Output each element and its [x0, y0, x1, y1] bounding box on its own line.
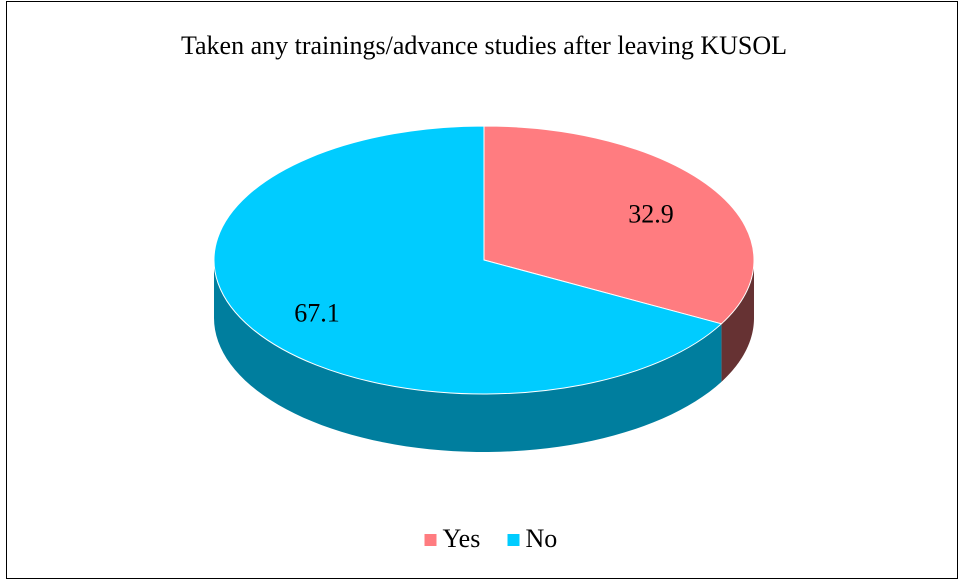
data-label: 32.9	[628, 200, 674, 229]
pie-slice	[213, 125, 723, 395]
pie-side	[214, 260, 722, 452]
legend-swatch	[507, 534, 520, 546]
legend-swatch	[424, 534, 437, 546]
chart-title: Taken any trainings/advance studies afte…	[181, 31, 787, 60]
pie-slice	[483, 125, 755, 325]
legend-label: Yes	[443, 524, 481, 553]
data-label: 67.1	[294, 298, 340, 327]
pie-side	[721, 260, 754, 382]
legend-label: No	[526, 524, 558, 553]
